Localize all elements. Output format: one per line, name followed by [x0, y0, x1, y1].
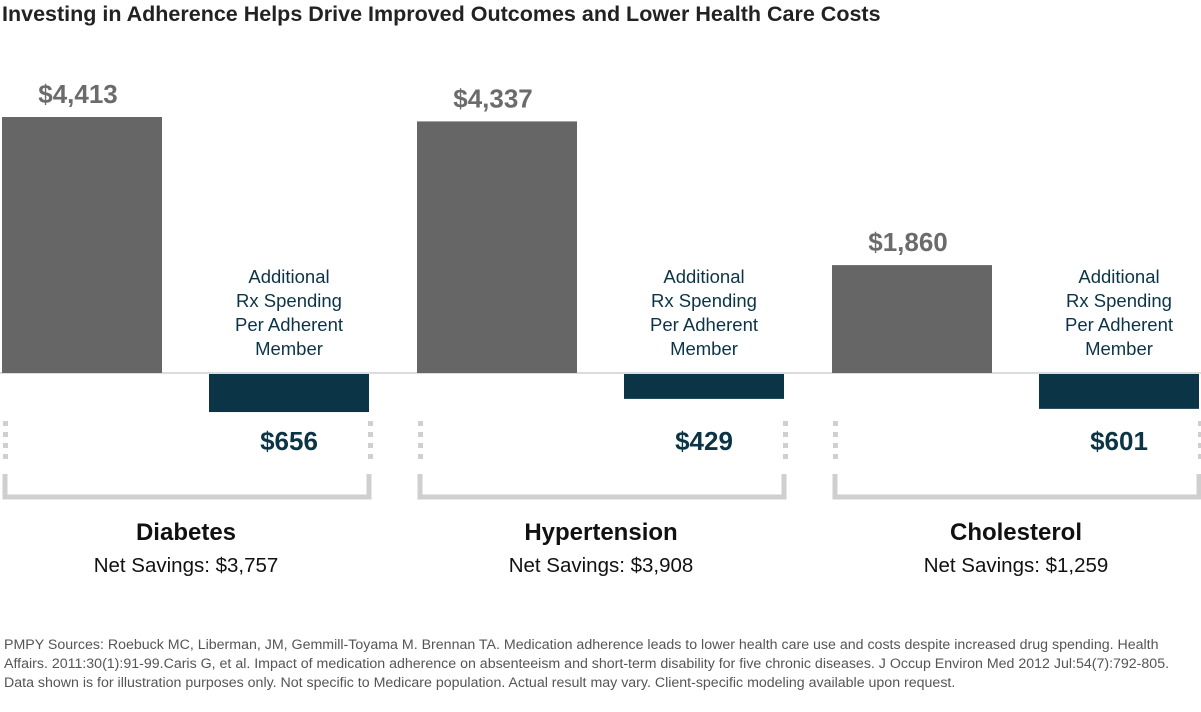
dotted-connector — [783, 454, 788, 459]
net-savings-label: Net Savings: $3,908 — [509, 554, 694, 577]
bar-negative — [1039, 374, 1199, 409]
dotted-connector — [368, 443, 373, 448]
category-bracket — [2, 474, 372, 500]
bar-positive — [2, 117, 162, 373]
dotted-connector — [368, 421, 373, 426]
dotted-connector — [833, 421, 838, 426]
chart-title: Investing in Adherence Helps Drive Impro… — [2, 2, 881, 26]
bar-positive — [417, 121, 577, 374]
footnote-sources: PMPY Sources: Roebuck MC, Liberman, JM, … — [4, 637, 1170, 691]
net-savings-label: Net Savings: $1,259 — [924, 554, 1109, 577]
annotation-line: Per Adherent — [235, 314, 343, 335]
dotted-connector — [3, 421, 8, 426]
dotted-connector — [783, 421, 788, 426]
category-bracket — [832, 474, 1201, 500]
dotted-connector — [783, 443, 788, 448]
annotation-line: Additional — [663, 266, 744, 287]
dotted-connector — [418, 443, 423, 448]
value-label-positive: $4,337 — [453, 83, 533, 113]
dotted-connector — [1198, 421, 1201, 426]
dotted-connector — [3, 454, 8, 459]
category-bracket — [417, 474, 787, 500]
dotted-connector — [418, 454, 423, 459]
dotted-connector — [1198, 454, 1201, 459]
annotation-line: Rx Spending — [1066, 290, 1172, 311]
dotted-connector — [833, 432, 838, 437]
dotted-connector — [368, 454, 373, 459]
category-label: Cholesterol — [950, 519, 1082, 546]
dotted-connector — [3, 443, 8, 448]
dotted-connector — [3, 432, 8, 437]
value-label-negative: $429 — [675, 426, 733, 456]
annotation-line: Member — [670, 338, 738, 359]
annotation-line: Member — [255, 338, 323, 359]
annotation-line: Member — [1085, 338, 1153, 359]
dotted-connector — [418, 421, 423, 426]
net-savings-label: Net Savings: $3,757 — [94, 554, 279, 577]
dotted-connector — [833, 443, 838, 448]
bar-negative — [209, 374, 369, 413]
bar-chart: $4,413 $656 Additional Rx Spending Per Adher… — [0, 79, 1201, 577]
annotation-line: Additional — [1078, 266, 1159, 287]
value-label-positive: $1,860 — [868, 227, 948, 257]
value-label-negative: $656 — [260, 426, 318, 456]
annotation-line: Per Adherent — [1065, 314, 1173, 335]
annotation-line: Additional — [248, 266, 329, 287]
dotted-connector — [833, 454, 838, 459]
value-label-negative: $601 — [1090, 426, 1148, 456]
dotted-connector — [783, 432, 788, 437]
dotted-connector — [418, 432, 423, 437]
category-label: Hypertension — [524, 519, 677, 546]
annotation-line: Rx Spending — [236, 290, 342, 311]
annotation-line: Per Adherent — [650, 314, 758, 335]
annotation-line: Rx Spending — [651, 290, 757, 311]
category-label: Diabetes — [136, 519, 236, 546]
value-label-positive: $4,413 — [38, 79, 118, 109]
bar-positive — [832, 265, 992, 373]
bar-negative — [624, 374, 784, 399]
dotted-connector — [1198, 443, 1201, 448]
dotted-connector — [368, 432, 373, 437]
dotted-connector — [1198, 432, 1201, 437]
